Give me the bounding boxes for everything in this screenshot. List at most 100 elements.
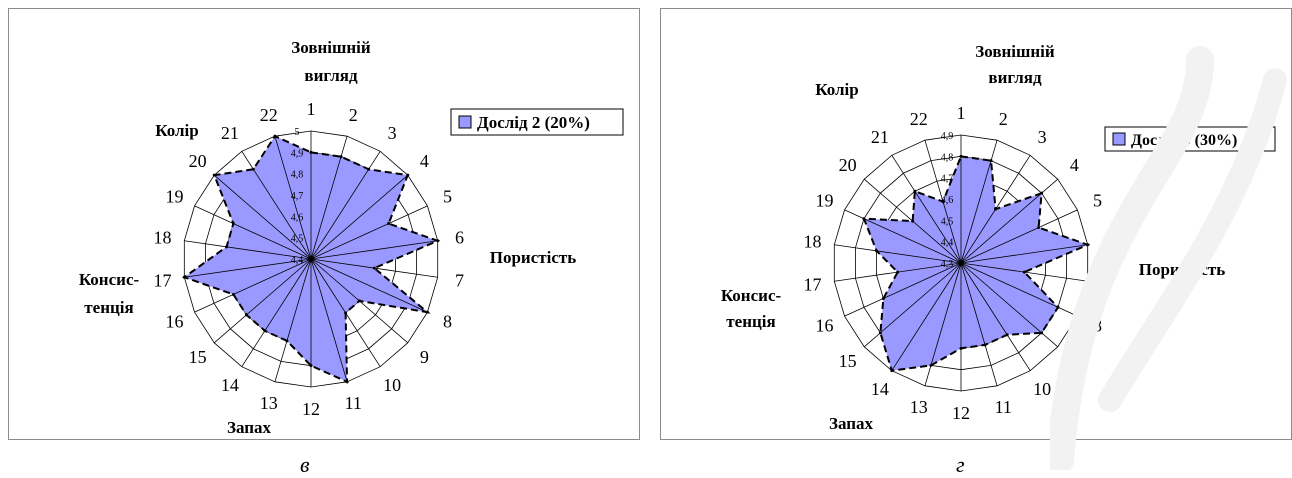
- category-label: 6: [1105, 232, 1114, 252]
- category-label: 12: [952, 403, 970, 423]
- legend: Дослід 2 (20%): [450, 108, 624, 136]
- center-point: [958, 260, 964, 266]
- spoke-line: [184, 258, 312, 278]
- category-label: 13: [910, 397, 928, 417]
- spoke-line: [310, 240, 438, 260]
- category-label: 16: [166, 311, 184, 331]
- category-label: 1: [957, 103, 966, 123]
- category-label: 20: [839, 155, 857, 175]
- spoke-line: [310, 258, 428, 313]
- category-label: 5: [1093, 191, 1102, 211]
- category-label: 2: [349, 105, 358, 125]
- spoke-line: [924, 140, 962, 264]
- group-label: Консис-тенція: [721, 286, 782, 331]
- category-label: 5: [443, 187, 452, 207]
- spoke-line: [274, 258, 312, 382]
- spoke-line: [960, 262, 1031, 371]
- group-label-line: тенція: [84, 298, 133, 317]
- radial-tick-label: 4,5: [291, 234, 304, 245]
- spoke-line: [844, 209, 962, 264]
- radar-chart-g: 4,34,44,54,64,74,84,91 234567891011121314…: [721, 42, 1276, 433]
- category-label: 3: [388, 123, 397, 143]
- category-label: 21: [871, 127, 889, 147]
- spoke-line: [241, 151, 312, 260]
- spoke-line: [924, 262, 962, 386]
- group-label-line: Колір: [155, 121, 198, 140]
- category-label: 15: [189, 347, 207, 367]
- spoke-line: [310, 136, 348, 260]
- spoke-line: [310, 151, 381, 260]
- spoke-line: [834, 244, 962, 264]
- category-label: 17: [804, 274, 822, 294]
- category-label: 4: [420, 151, 429, 171]
- legend-label: Дослід 2 (20%): [477, 113, 590, 132]
- legend-swatch: [1112, 132, 1126, 146]
- group-label-line: Колір: [815, 80, 858, 99]
- radar-chart-v: 4,44,54,64,74,84,951 23456789101112131415…: [79, 38, 624, 437]
- category-label: 9: [1070, 351, 1079, 371]
- category-label: 8: [443, 311, 452, 331]
- series-area: [862, 155, 1091, 372]
- category-label: 14: [871, 379, 889, 399]
- spoke-line: [194, 205, 312, 260]
- radial-tick-label: 4,7: [291, 191, 304, 202]
- spoke-line: [960, 262, 998, 386]
- group-label-line: Пористість: [490, 248, 576, 267]
- radial-tick-label: 4,4: [941, 238, 954, 249]
- spoke-line: [310, 258, 408, 344]
- spoke-line: [960, 178, 1058, 264]
- category-label: 19: [166, 187, 184, 207]
- group-label-line: вигляд: [304, 66, 358, 85]
- spoke-line: [274, 136, 312, 260]
- radial-tick-label: 5: [295, 127, 300, 138]
- legend-label: Дослід 3 (30%): [1131, 132, 1237, 149]
- category-label: 2: [999, 109, 1008, 129]
- spoke-line: [241, 258, 312, 367]
- category-label: 9: [420, 347, 429, 367]
- category-label: 8: [1093, 315, 1102, 335]
- group-label: Зовнішній вигляд: [291, 38, 371, 85]
- category-label: 22: [260, 105, 278, 125]
- radial-tick-label: 4,8: [941, 152, 954, 163]
- category-label: 10: [1033, 379, 1051, 399]
- category-label: 7: [455, 270, 464, 290]
- panel-letter-v: в: [300, 452, 310, 477]
- group-label: Зовнішній вигляд: [975, 42, 1055, 87]
- category-label: 11: [345, 393, 362, 413]
- group-label-line: Зовнішній: [975, 42, 1055, 61]
- radar-chart-panel-g: 4,3 4,4 4,5 4,6 4,7 4,8 4,9 1 2 3 4 5 6 7 8 9 10 11 12 13 14…: [660, 8, 1292, 440]
- spoke-line: [214, 258, 312, 344]
- group-label-line: Зовнішній: [291, 38, 371, 57]
- category-label: 22: [910, 109, 928, 129]
- spoke-line: [960, 140, 998, 264]
- radial-tick-label: 4,4: [291, 255, 304, 266]
- group-label: Колір: [155, 121, 198, 140]
- radial-tick-label: 4,6: [291, 212, 304, 223]
- category-label: 17: [154, 270, 172, 290]
- radial-tick-label: 4,8: [291, 170, 304, 181]
- group-label-line: вигляд: [988, 68, 1042, 87]
- group-label: Запах: [227, 418, 272, 437]
- spoke-line: [960, 155, 1031, 264]
- group-label-line: Консис-: [79, 270, 140, 289]
- panel-letter-g: г: [956, 452, 965, 477]
- group-label: Пористість: [1139, 260, 1225, 279]
- category-label: 21: [221, 123, 239, 143]
- radar-chart-panel-v: 4,4 4,5 4,6 4,7 4,8 4,9 5 1 2 3 4 5 6 7 8 9 10 11 12 13 14 15…: [8, 8, 640, 440]
- spoke-line: [864, 262, 962, 348]
- spoke-line: [310, 205, 428, 260]
- spoke-line: [844, 262, 962, 317]
- group-label: Запах: [829, 414, 874, 433]
- category-label: 11: [995, 397, 1012, 417]
- category-label: 18: [804, 232, 822, 252]
- group-label-line: Запах: [829, 414, 874, 433]
- radial-tick-label: 4,3: [941, 259, 954, 270]
- legend-box: [450, 108, 624, 136]
- spoke-line: [834, 262, 962, 282]
- category-label: 4: [1070, 155, 1079, 175]
- category-label: 15: [839, 351, 857, 371]
- spoke-line: [184, 240, 312, 260]
- category-label: 10: [383, 375, 401, 395]
- group-label-line: Пористість: [1139, 260, 1225, 279]
- radial-tick-label: 4,9: [291, 148, 304, 159]
